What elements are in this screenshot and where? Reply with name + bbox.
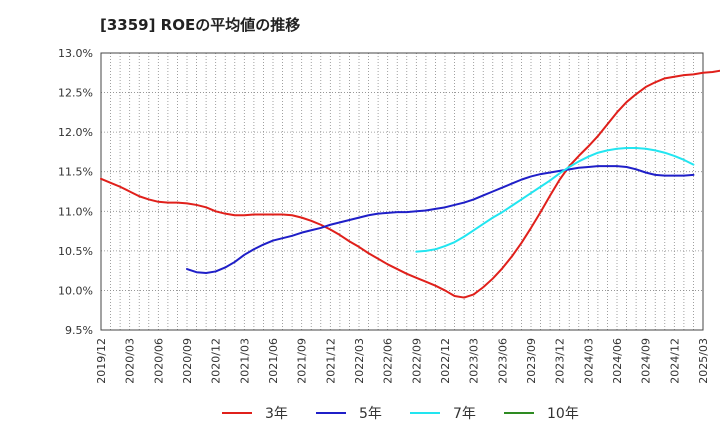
axes: 9.5% 10.0% 10.5% 11.0% 11.5% 12.0% 12.5% 13.0% 2…	[58, 47, 710, 384]
x-tick-label: 2024/09	[640, 338, 653, 384]
series-line-5年	[186, 165, 695, 275]
legend: 3年 5年 7年 10年	[222, 406, 579, 422]
y-tick-label: 13.0%	[58, 47, 93, 60]
legend-label: 5年	[359, 406, 382, 422]
x-tick-label: 2023/06	[496, 338, 509, 384]
series-line-7年	[415, 146, 695, 253]
x-tick-label: 2021/03	[238, 338, 251, 384]
y-tick-label: 10.0%	[58, 284, 93, 297]
x-tick-label: 2022/06	[382, 338, 395, 384]
x-tick-label: 2020/12	[210, 338, 223, 384]
x-tick-label: 2025/03	[697, 338, 710, 384]
x-tick-label: 2024/03	[582, 338, 595, 384]
legend-label: 7年	[453, 406, 476, 422]
x-tick-label: 2021/12	[324, 338, 337, 384]
grid-lines	[101, 53, 703, 330]
plot-frame	[100, 52, 704, 331]
legend-label: 10年	[547, 406, 579, 422]
x-tick-label: 2022/03	[353, 338, 366, 384]
x-tick-label: 2024/12	[668, 338, 681, 384]
y-tick-label: 9.5%	[65, 324, 93, 337]
y-tick-label: 10.5%	[58, 245, 93, 258]
x-tick-label: 2020/06	[152, 338, 165, 384]
series-lines	[100, 69, 720, 299]
y-tick-label: 11.0%	[58, 205, 93, 218]
x-tick-label: 2022/12	[439, 338, 452, 384]
x-tick-label: 2023/12	[554, 338, 567, 384]
x-tick-label: 2021/09	[296, 338, 309, 384]
x-tick-label: 2024/06	[611, 338, 624, 384]
series-line-3年	[100, 69, 720, 299]
x-tick-label: 2020/03	[124, 338, 137, 384]
y-tick-label: 12.0%	[58, 126, 93, 139]
legend-label: 3年	[265, 406, 288, 422]
x-tick-label: 2022/09	[410, 338, 423, 384]
y-tick-label: 12.5%	[58, 87, 93, 100]
x-tick-label: 2019/12	[95, 338, 108, 384]
y-tick-label: 11.5%	[58, 166, 93, 179]
x-tick-label: 2021/06	[267, 338, 280, 384]
x-tick-label: 2023/09	[525, 338, 538, 384]
x-tick-label: 2020/09	[181, 338, 194, 384]
chart-title: [3359] ROEの平均値の推移	[100, 16, 301, 34]
x-tick-label: 2023/03	[468, 338, 481, 384]
